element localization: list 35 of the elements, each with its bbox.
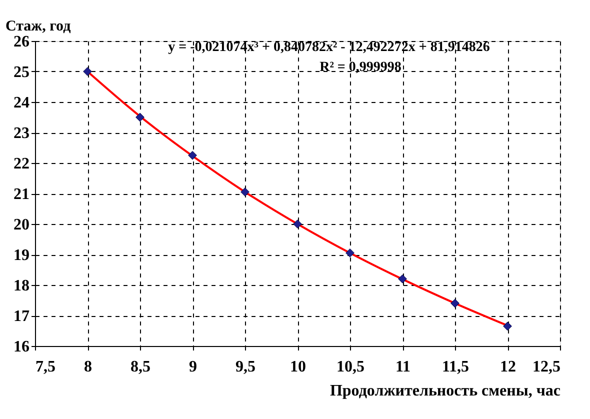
x-tick-label: 10,5 (336, 358, 364, 376)
x-tick-label: 8 (84, 358, 92, 376)
point (398, 274, 407, 284)
x-tick-label: 8,5 (130, 358, 150, 376)
x-tick-label: 11 (395, 358, 411, 376)
point (346, 248, 354, 258)
x-axis-title: Продолжительность смены, час (330, 382, 560, 400)
point (450, 298, 460, 308)
y-tick-label: 19 (14, 247, 30, 264)
y-tick-label: 20 (14, 216, 30, 234)
x-tick-label: 10 (290, 358, 306, 376)
point (83, 67, 92, 76)
point (136, 112, 144, 122)
y-tick-label: 24 (14, 94, 30, 112)
y-tick-label: 25 (14, 64, 30, 81)
y-tick-label: 26 (14, 34, 30, 50)
y-tick-label: 16 (14, 338, 30, 356)
y-tick-label: 18 (14, 278, 30, 294)
y-axis-title: Стаж, год (6, 18, 72, 34)
x-tick-label: 11,5 (442, 358, 470, 376)
x-tick-label: 9,5 (236, 358, 256, 376)
point (503, 322, 512, 331)
x-tick-label: 9 (189, 358, 197, 376)
y-tick-label: 17 (14, 308, 30, 325)
x-tick-label: 12,5 (532, 358, 560, 376)
point (293, 220, 302, 228)
point (188, 150, 197, 160)
y-tick-label: 22 (14, 156, 30, 172)
x-tick-label: 12 (500, 358, 516, 376)
y-tick-label: 23 (14, 125, 30, 142)
x-tick-label: 7,5 (36, 358, 56, 376)
y-tick-label: 21 (14, 186, 30, 203)
point (240, 188, 250, 196)
annotation: R² = 0,999998 (320, 60, 402, 75)
annotation: y = -0,021074x³ + 0,840782x² - 12,492272x + 81,914826 (168, 40, 490, 55)
